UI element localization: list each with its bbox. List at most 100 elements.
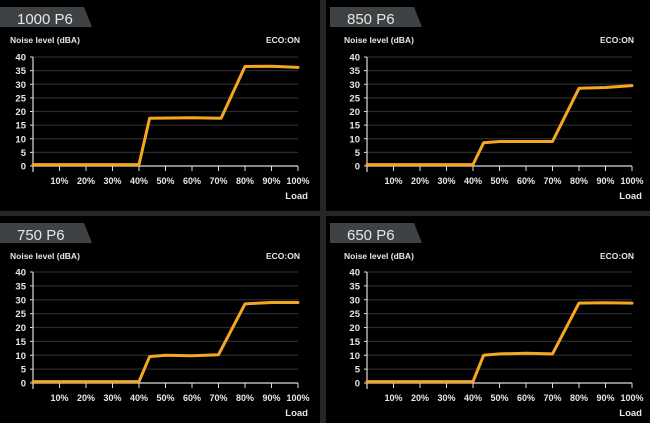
y-axis-label: Noise level (dBA) bbox=[344, 35, 414, 45]
x-tick-label: 50% bbox=[490, 393, 508, 403]
x-tick-label: 20% bbox=[411, 176, 429, 186]
chart-panel-1000-p6: 1000 P6 Noise level (dBA) ECO:ON 0 5 10 15 20 25… bbox=[0, 0, 320, 211]
y-tick-label: 10 bbox=[349, 351, 360, 362]
x-tick-label: 30% bbox=[437, 393, 455, 403]
y-tick-label: 15 bbox=[15, 337, 26, 348]
x-axis-label: Load bbox=[285, 191, 308, 202]
y-tick-label: 0 bbox=[21, 162, 26, 173]
chart-title: 1000 P6 bbox=[17, 11, 73, 28]
y-tick-label: 15 bbox=[349, 121, 360, 132]
y-tick-label: 0 bbox=[21, 379, 26, 390]
y-tick-label: 35 bbox=[349, 66, 360, 77]
y-tick-label: 5 bbox=[21, 365, 27, 376]
y-tick-label: 40 bbox=[15, 268, 26, 279]
x-tick-label: 90% bbox=[262, 176, 280, 186]
y-tick-label: 25 bbox=[15, 309, 26, 320]
title-tab bbox=[330, 7, 422, 27]
y-tick-label: 0 bbox=[355, 379, 360, 390]
x-tick-label: 10% bbox=[50, 176, 68, 186]
title-tab bbox=[330, 223, 422, 243]
x-tick-label: 100% bbox=[620, 393, 643, 403]
x-tick-label: 80% bbox=[236, 393, 254, 403]
noise-series-line bbox=[31, 301, 300, 384]
chart-panel-850-p6: 850 P6 Noise level (dBA) ECO:ON 0 5 10 15 20 25 3… bbox=[326, 0, 650, 211]
chart-title: 750 P6 bbox=[17, 227, 65, 244]
chart-svg: 850 P6 Noise level (dBA) ECO:ON 0 5 10 15 20 25 3… bbox=[330, 7, 644, 202]
x-tick-label: 40% bbox=[464, 176, 482, 186]
noise-series-line bbox=[365, 301, 634, 384]
y-axis-label: Noise level (dBA) bbox=[10, 35, 80, 45]
y-tick-label: 25 bbox=[349, 309, 360, 320]
x-tick-label: 50% bbox=[490, 176, 508, 186]
y-tick-label: 20 bbox=[349, 323, 360, 334]
x-tick-label: 80% bbox=[570, 176, 588, 186]
eco-annotation: ECO:ON bbox=[600, 251, 634, 261]
y-tick-label: 40 bbox=[15, 53, 26, 64]
x-tick-label: 10% bbox=[50, 393, 68, 403]
x-tick-label: 10% bbox=[384, 176, 402, 186]
x-tick-label: 100% bbox=[286, 393, 309, 403]
noise-series-line bbox=[365, 84, 634, 167]
y-tick-label: 5 bbox=[21, 148, 27, 159]
eco-annotation: ECO:ON bbox=[266, 251, 300, 261]
y-tick-label: 20 bbox=[15, 323, 26, 334]
y-tick-label: 20 bbox=[349, 107, 360, 118]
chart-panel-750-p6: 750 P6 Noise level (dBA) ECO:ON 0 5 10 15 20 25 3… bbox=[0, 216, 320, 423]
eco-annotation: ECO:ON bbox=[600, 35, 634, 45]
x-tick-label: 70% bbox=[543, 393, 561, 403]
y-tick-label: 10 bbox=[349, 134, 360, 145]
y-tick-label: 35 bbox=[349, 281, 360, 292]
y-tick-label: 20 bbox=[15, 107, 26, 118]
chart-svg: 750 P6 Noise level (dBA) ECO:ON 0 5 10 15 20 25 3… bbox=[0, 223, 310, 419]
y-tick-label: 30 bbox=[15, 80, 26, 91]
x-tick-label: 10% bbox=[384, 393, 402, 403]
y-tick-label: 5 bbox=[355, 365, 361, 376]
x-tick-label: 70% bbox=[209, 393, 227, 403]
y-tick-label: 30 bbox=[349, 295, 360, 306]
x-tick-label: 60% bbox=[183, 176, 201, 186]
y-tick-label: 15 bbox=[349, 337, 360, 348]
title-tab bbox=[0, 7, 92, 27]
eco-annotation: ECO:ON bbox=[266, 35, 300, 45]
x-tick-label: 90% bbox=[596, 393, 614, 403]
x-tick-label: 100% bbox=[620, 176, 643, 186]
y-tick-label: 40 bbox=[349, 268, 360, 279]
y-tick-label: 30 bbox=[15, 295, 26, 306]
x-tick-label: 40% bbox=[130, 393, 148, 403]
x-axis-label: Load bbox=[619, 408, 642, 419]
x-tick-label: 80% bbox=[570, 393, 588, 403]
x-tick-label: 30% bbox=[103, 176, 121, 186]
x-axis-label: Load bbox=[619, 191, 642, 202]
x-tick-label: 70% bbox=[543, 176, 561, 186]
x-tick-label: 90% bbox=[596, 176, 614, 186]
y-tick-label: 10 bbox=[15, 351, 26, 362]
y-tick-label: 10 bbox=[15, 134, 26, 145]
y-axis-label: Noise level (dBA) bbox=[344, 251, 414, 261]
y-tick-label: 5 bbox=[355, 148, 361, 159]
x-tick-label: 90% bbox=[262, 393, 280, 403]
x-tick-label: 70% bbox=[209, 176, 227, 186]
x-tick-label: 60% bbox=[517, 393, 535, 403]
chart-title: 650 P6 bbox=[347, 227, 395, 244]
y-tick-label: 0 bbox=[355, 162, 360, 173]
x-tick-label: 30% bbox=[103, 393, 121, 403]
x-tick-label: 30% bbox=[437, 176, 455, 186]
y-tick-label: 25 bbox=[15, 93, 26, 104]
y-tick-label: 35 bbox=[15, 66, 26, 77]
y-tick-label: 15 bbox=[15, 121, 26, 132]
x-tick-label: 80% bbox=[236, 176, 254, 186]
x-tick-label: 50% bbox=[156, 176, 174, 186]
x-tick-label: 20% bbox=[77, 176, 95, 186]
x-axis-label: Load bbox=[285, 408, 308, 419]
y-tick-label: 40 bbox=[349, 53, 360, 64]
x-tick-label: 40% bbox=[464, 393, 482, 403]
y-tick-label: 25 bbox=[349, 93, 360, 104]
x-tick-label: 60% bbox=[183, 393, 201, 403]
y-tick-label: 30 bbox=[349, 80, 360, 91]
noise-series-line bbox=[31, 64, 300, 167]
y-axis-label: Noise level (dBA) bbox=[10, 251, 80, 261]
chart-panel-650-p6: 650 P6 Noise level (dBA) ECO:ON 0 5 10 15 20 25 3… bbox=[326, 216, 650, 423]
chart-svg: 1000 P6 Noise level (dBA) ECO:ON 0 5 10 15 20 25… bbox=[0, 7, 310, 202]
x-tick-label: 100% bbox=[286, 176, 309, 186]
x-tick-label: 60% bbox=[517, 176, 535, 186]
